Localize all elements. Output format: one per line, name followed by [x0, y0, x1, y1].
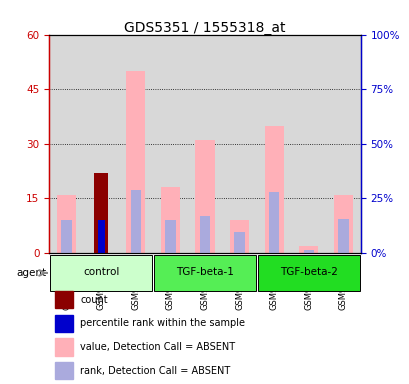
Bar: [229, 220, 249, 253]
Bar: [268, 193, 279, 253]
Text: GDS5351 / 1555318_at: GDS5351 / 1555318_at: [124, 21, 285, 35]
Bar: [337, 220, 348, 253]
Bar: [55, 338, 72, 356]
Bar: [199, 216, 210, 253]
Bar: [165, 220, 175, 253]
Bar: [55, 314, 72, 332]
Text: control: control: [83, 267, 119, 277]
Bar: [256, 35, 291, 253]
Bar: [61, 220, 72, 253]
Bar: [257, 255, 359, 291]
Text: rank, Detection Call = ABSENT: rank, Detection Call = ABSENT: [80, 366, 230, 376]
Bar: [199, 217, 210, 253]
Bar: [160, 187, 180, 253]
Bar: [337, 219, 348, 253]
Text: percentile rank within the sample: percentile rank within the sample: [80, 318, 245, 328]
Bar: [291, 35, 326, 253]
Bar: [57, 195, 76, 253]
Bar: [187, 35, 222, 253]
Text: value, Detection Call = ABSENT: value, Detection Call = ABSENT: [80, 342, 235, 352]
Bar: [268, 192, 279, 253]
Bar: [55, 362, 72, 379]
Text: TGF-beta-2: TGF-beta-2: [279, 267, 337, 277]
Bar: [234, 232, 244, 253]
Bar: [153, 35, 187, 253]
Bar: [49, 35, 83, 253]
Bar: [195, 140, 214, 253]
Bar: [153, 255, 256, 291]
Text: TGF-beta-1: TGF-beta-1: [175, 267, 234, 277]
Bar: [50, 255, 152, 291]
Bar: [326, 35, 360, 253]
Bar: [222, 35, 256, 253]
Bar: [118, 35, 153, 253]
Text: agent: agent: [16, 268, 46, 278]
Bar: [94, 173, 108, 253]
Bar: [55, 291, 72, 308]
Bar: [126, 71, 145, 253]
Bar: [333, 195, 352, 253]
Bar: [83, 35, 118, 253]
Text: count: count: [80, 295, 108, 305]
Bar: [130, 190, 141, 253]
Bar: [299, 246, 318, 253]
Bar: [303, 250, 313, 253]
Bar: [264, 126, 283, 253]
Bar: [97, 220, 104, 253]
Bar: [130, 191, 141, 253]
